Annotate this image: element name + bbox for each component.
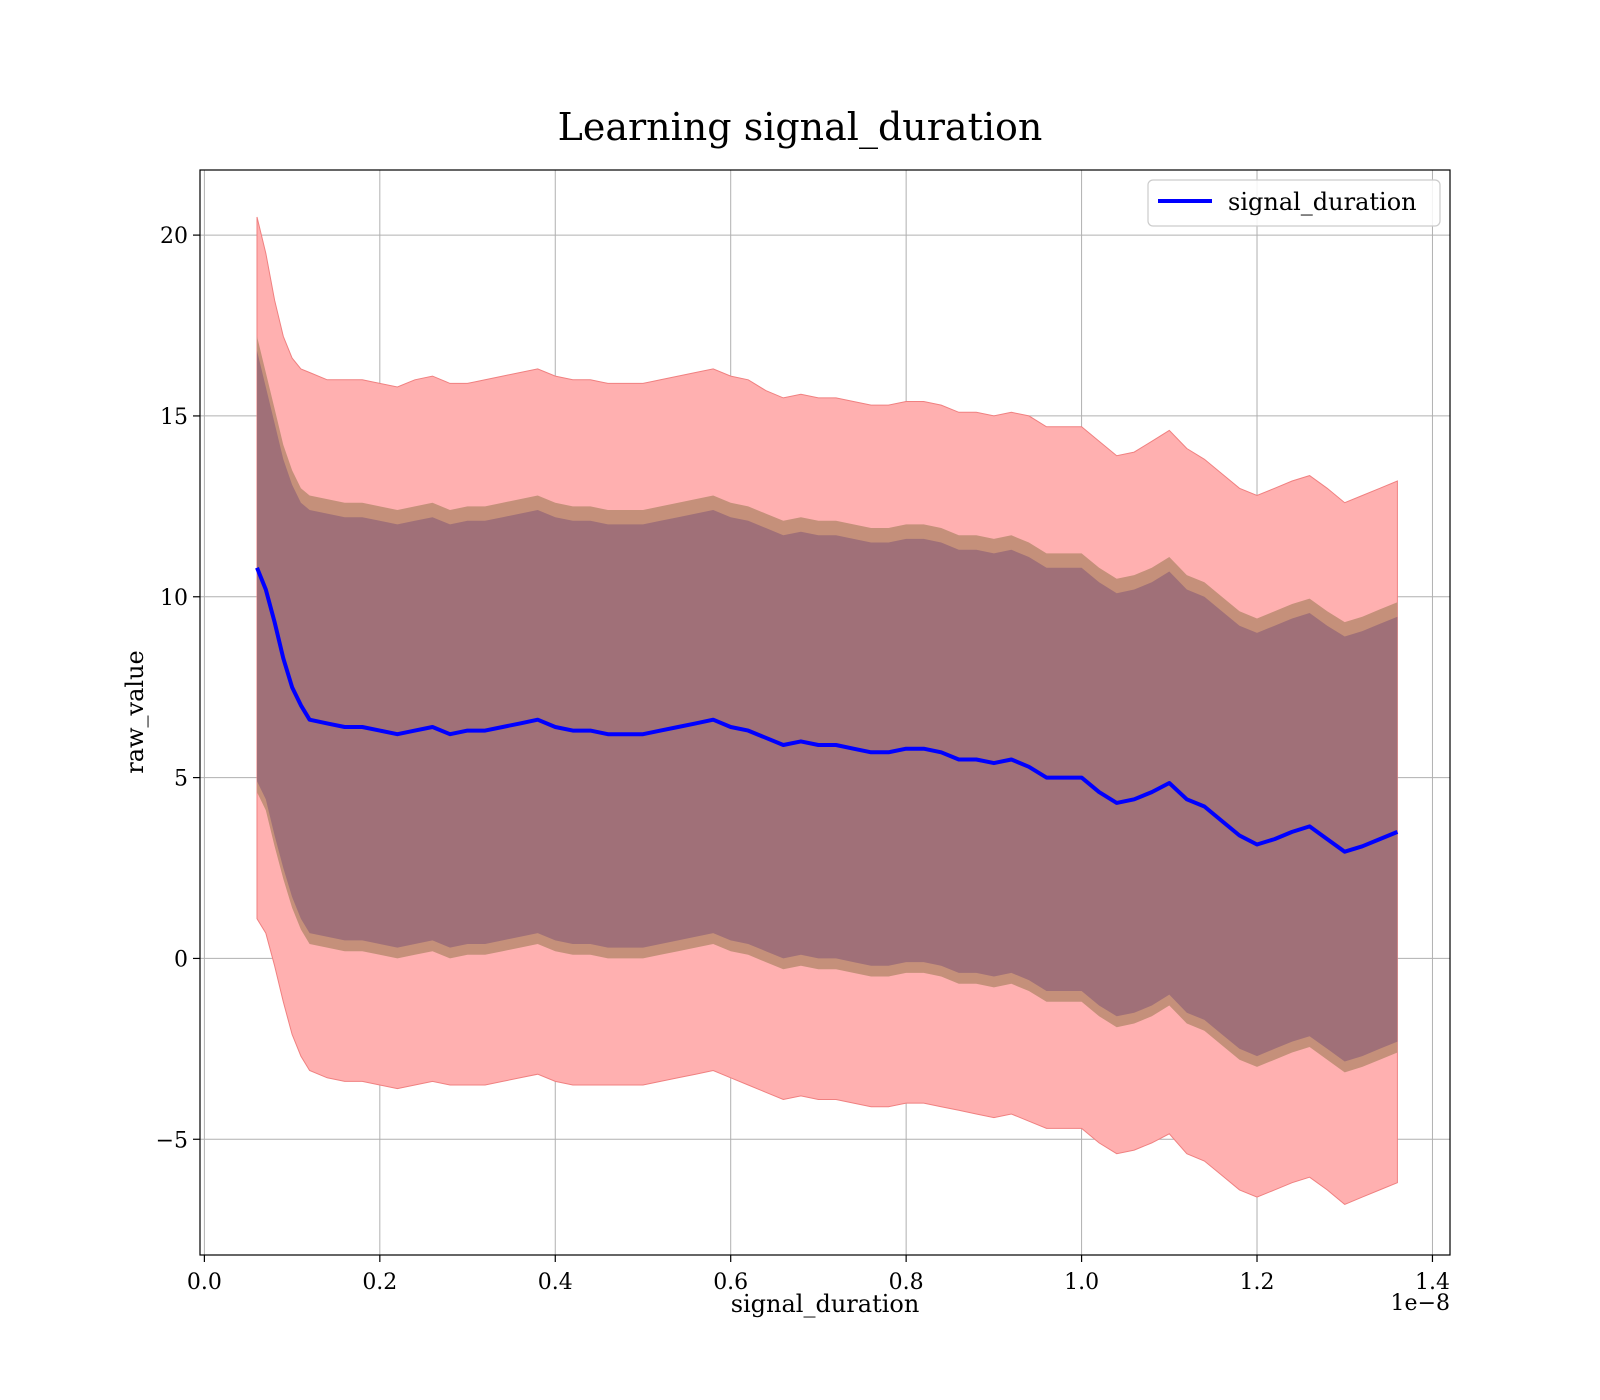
y-tick-label: 5 — [174, 767, 188, 792]
y-axis-label: raw_value — [121, 650, 149, 774]
y-tick-label: 0 — [174, 947, 188, 972]
y-tick-label: −5 — [156, 1128, 188, 1153]
y-tick-label: 10 — [160, 586, 188, 611]
x-tick-label: 0.0 — [187, 1270, 222, 1295]
y-ticks: −5 0 5 10 15 20 — [156, 224, 200, 1153]
x-tick-label: 1.0 — [1064, 1270, 1099, 1295]
legend-box — [1147, 179, 1441, 227]
x-tick-label: 0.2 — [362, 1270, 397, 1295]
plot-frame — [199, 169, 1451, 1256]
x-tick-label: 1.4 — [1415, 1270, 1450, 1295]
legend-entry-label: signal_duration — [1228, 188, 1417, 216]
inner-band — [257, 350, 1398, 1062]
y-tick-label: 20 — [160, 224, 188, 249]
x-offset-label: 1e−8 — [1391, 1291, 1450, 1316]
y-tick-label: 15 — [160, 405, 188, 430]
x-axis-label: signal_duration — [731, 1290, 920, 1318]
x-tick-label: 1.2 — [1240, 1270, 1275, 1295]
bands — [256, 216, 1398, 1205]
lines — [255, 567, 1399, 854]
x-tick-label: 0.4 — [538, 1270, 573, 1295]
legend: signal_duration — [1147, 179, 1441, 227]
x-tick-label: 0.6 — [713, 1270, 748, 1295]
x-ticks: 0.0 0.2 0.4 0.6 0.8 1.0 1.2 1.4 — [187, 1255, 1450, 1295]
chart-title: Learning signal_duration — [558, 105, 1043, 150]
x-tick-label: 0.8 — [889, 1270, 924, 1295]
series-line — [255, 567, 1399, 854]
